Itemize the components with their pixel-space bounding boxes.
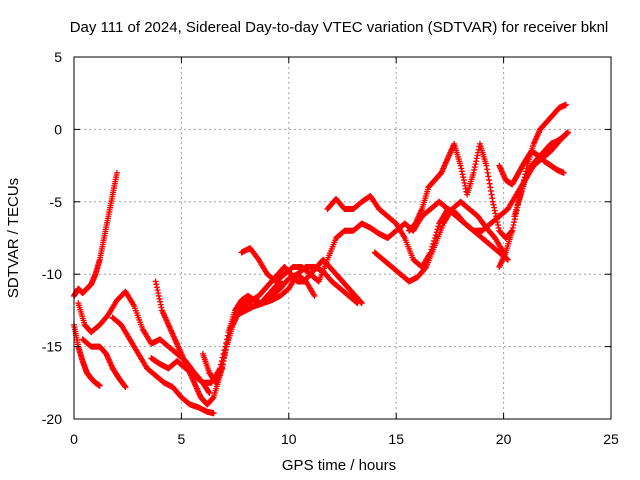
data-point [96, 382, 103, 389]
data-point [435, 223, 442, 230]
series-track-16 [234, 263, 361, 318]
data-point [565, 129, 572, 136]
x-tick-label: 25 [603, 431, 619, 447]
series-track-9 [238, 198, 511, 285]
data-point [353, 299, 360, 306]
data-point [504, 255, 511, 262]
data-point [311, 292, 318, 299]
data-point [354, 300, 361, 307]
data-points [71, 101, 572, 417]
chart-title: Day 111 of 2024, Sidereal Day-to-day VTE… [70, 19, 609, 36]
data-point [562, 101, 569, 108]
x-axis-label: GPS time / hours [282, 457, 396, 474]
y-tick-label: -5 [50, 194, 63, 210]
series-track-13 [496, 148, 567, 188]
y-tick-label: -15 [42, 339, 62, 355]
series-track-1 [71, 169, 120, 299]
y-tick-label: -10 [42, 266, 62, 282]
series-track-5 [109, 314, 217, 417]
y-tick-label: 5 [54, 49, 62, 65]
x-tick-label: 0 [70, 431, 78, 447]
y-tick-label: -20 [42, 411, 62, 427]
data-point [113, 169, 120, 176]
data-point [210, 410, 217, 417]
y-tick-label: 0 [54, 121, 62, 137]
series-track-10 [324, 130, 569, 270]
grid-lines [74, 57, 611, 419]
y-axis-label: SDTVAR / TECUs [5, 178, 22, 298]
data-point [122, 384, 129, 391]
series-track-15 [511, 101, 569, 220]
x-axis: 0 5 10 15 20 25 [70, 57, 619, 447]
series-track-2 [71, 321, 103, 389]
series-track-11 [371, 198, 507, 285]
series-track-8 [199, 278, 284, 386]
series-track-7 [148, 271, 318, 386]
data-point [422, 264, 429, 271]
plot-frame [73, 56, 612, 420]
data-point [504, 256, 511, 263]
x-tick-label: 20 [496, 431, 512, 447]
x-tick-label: 15 [388, 431, 404, 447]
series-track-12 [406, 140, 516, 241]
x-tick-label: 5 [178, 431, 186, 447]
y-axis: -20 -15 -10 -5 0 5 [42, 49, 611, 427]
data-point [560, 169, 567, 176]
data-point [206, 389, 213, 396]
series-track-4 [79, 336, 129, 391]
x-tick-label: 10 [281, 431, 297, 447]
